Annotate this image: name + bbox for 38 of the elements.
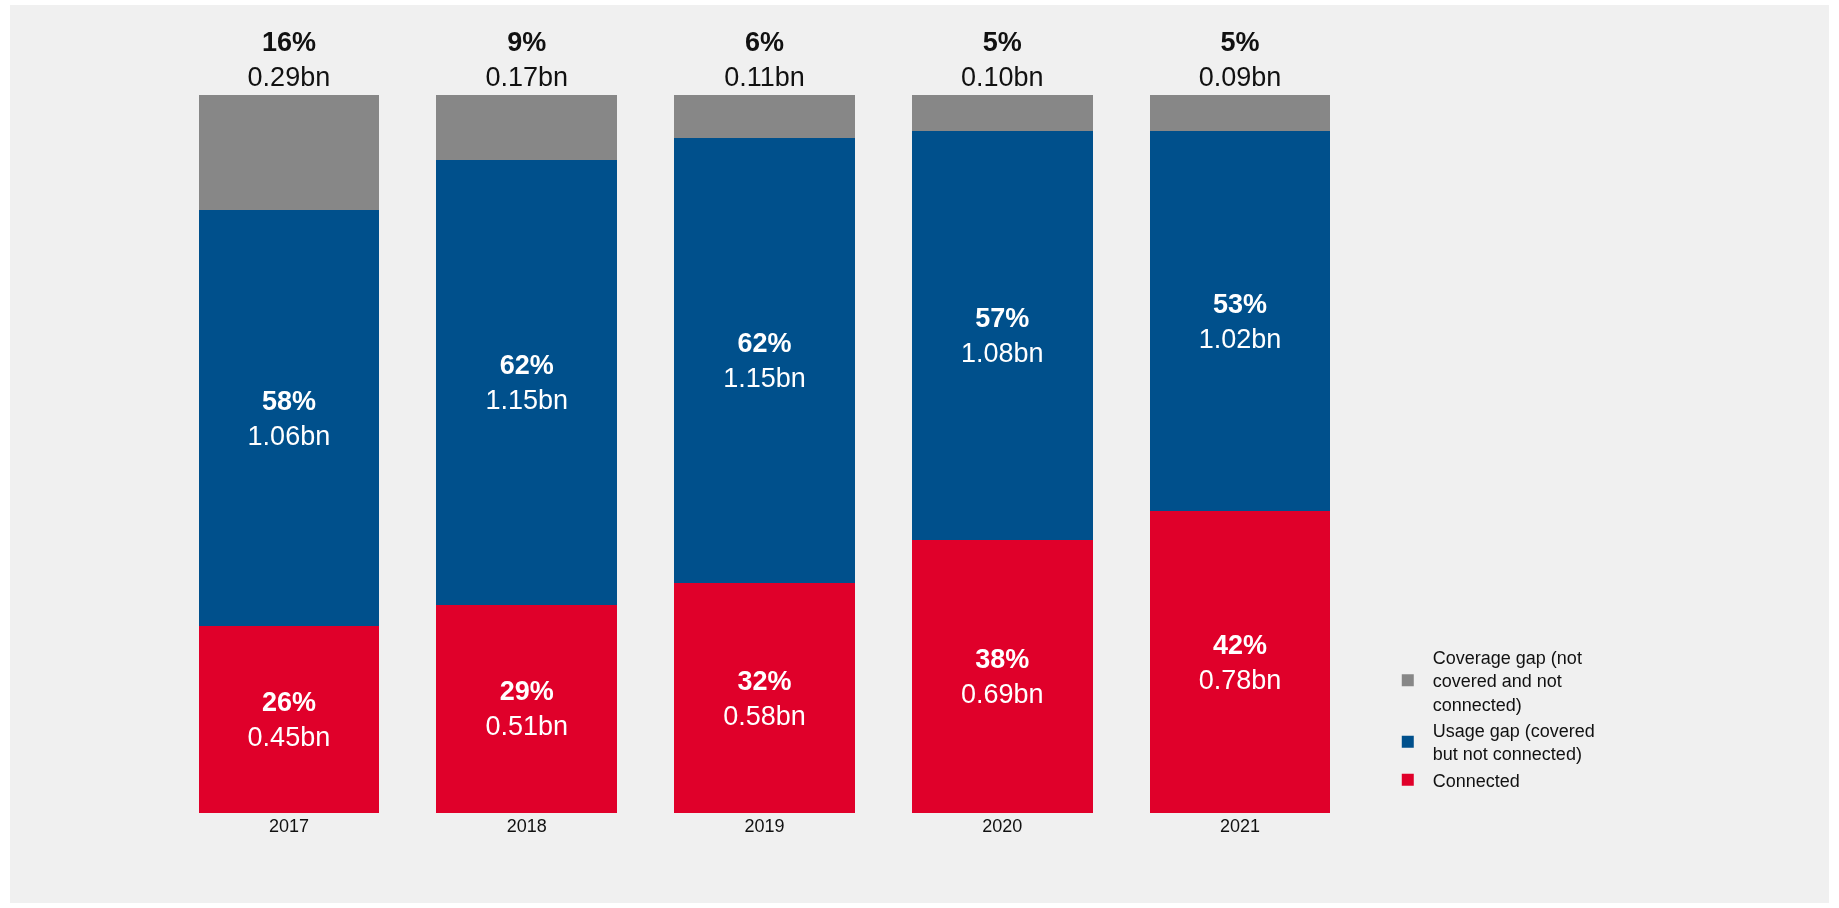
- bar: [198, 209, 380, 627]
- bar: [674, 138, 855, 584]
- data-label: 58% 1.06bn: [247, 385, 331, 451]
- data-label: 29% 0.51bn: [485, 676, 568, 742]
- legend-label: Connected: [1432, 770, 1520, 791]
- data-label: 53% 1.02bn: [1198, 288, 1282, 354]
- bar: [911, 95, 1093, 131]
- data-label: 5% 0.09bn: [1198, 26, 1282, 92]
- data-label: 6% 0.11bn: [724, 26, 805, 92]
- x-tick-label: 2018: [506, 816, 547, 836]
- data-label: 38% 0.69bn: [961, 644, 1044, 710]
- bar: [911, 130, 1093, 541]
- x-tick-label: 2020: [982, 816, 1023, 836]
- bar: [198, 626, 380, 813]
- bar: [674, 583, 855, 813]
- bar: [1149, 95, 1331, 131]
- data-label: 9% 0.17bn: [485, 26, 568, 92]
- data-label: 5% 0.10bn: [961, 26, 1044, 92]
- x-tick-label: 2021: [1220, 816, 1261, 836]
- data-label: 62% 1.15bn: [723, 328, 806, 394]
- data-label: 32% 0.58bn: [723, 665, 806, 731]
- data-label: 16% 0.29bn: [247, 26, 331, 92]
- bar: [436, 95, 618, 160]
- bar: [911, 540, 1093, 813]
- data-label: 62% 1.15bn: [485, 349, 568, 415]
- bar: [674, 95, 855, 139]
- bar: [1149, 511, 1331, 813]
- x-tick-label: 2019: [744, 816, 785, 836]
- data-label: 26% 0.45bn: [247, 687, 331, 753]
- legend-label: Usage gap (covered but not connected): [1432, 721, 1595, 765]
- bar: [436, 159, 618, 605]
- bar: [1149, 130, 1331, 512]
- bar: [436, 604, 618, 813]
- bar: [198, 95, 380, 210]
- data-label: 57% 1.08bn: [961, 302, 1044, 369]
- x-tick-label: 2017: [268, 816, 309, 836]
- data-label: 42% 0.78bn: [1198, 629, 1282, 695]
- legend-label: Coverage gap (not covered and not connected): [1432, 647, 1582, 715]
